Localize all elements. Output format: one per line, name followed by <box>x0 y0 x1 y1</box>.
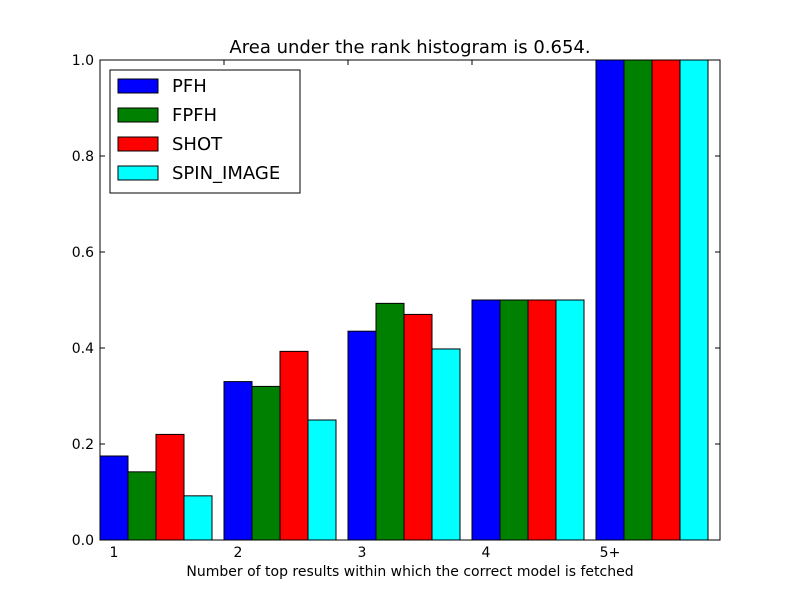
bar-fpfh-5 <box>623 59 653 541</box>
y-tick-label: 0.2 <box>72 437 94 453</box>
bar-shot-1 <box>155 433 185 541</box>
x-tick-label: 2 <box>234 545 243 561</box>
x-tick-label: 3 <box>358 545 367 561</box>
chart-title: Area under the rank histogram is 0.654. <box>229 37 590 58</box>
legend-label-pfh: PFH <box>172 76 207 97</box>
x-tick-label: 5+ <box>600 545 621 561</box>
bar-pfh-4 <box>471 299 501 541</box>
bar-shot-4 <box>527 299 557 541</box>
legend-swatch-shot <box>117 136 159 152</box>
y-tick-label: 0.4 <box>72 341 94 357</box>
x-axis-label: Number of top results within which the c… <box>186 564 633 580</box>
legend-swatch-pfh <box>117 78 159 94</box>
bar-fpfh-2 <box>251 385 281 541</box>
bar-spin-image-4 <box>555 299 585 541</box>
bar-spin-image-5 <box>679 59 709 541</box>
bar-spin-image-3 <box>431 348 461 541</box>
legend-swatch-fpfh <box>117 107 159 123</box>
bar-fpfh-1 <box>127 471 157 541</box>
y-tick-label: 0.8 <box>72 149 94 165</box>
bars-layer <box>99 59 709 541</box>
bar-shot-5 <box>651 59 681 541</box>
axes-layer: 0.0 0.2 0.4 0.6 0.8 1.0 1 2 3 4 5+ <box>72 53 721 561</box>
bar-shot-3 <box>403 313 433 541</box>
bar-pfh-5 <box>595 59 625 541</box>
legend: PFH FPFH SHOT SPIN_IMAGE <box>109 69 301 194</box>
bar-pfh-3 <box>347 330 377 541</box>
bar-shot-2 <box>279 350 309 541</box>
y-tick-label: 1.0 <box>72 53 94 69</box>
legend-label-fpfh: FPFH <box>172 105 217 126</box>
bar-spin-image-2 <box>307 419 337 541</box>
bar-pfh-2 <box>223 381 253 541</box>
y-tick-label: 0.6 <box>72 245 94 261</box>
bar-pfh-1 <box>99 455 129 541</box>
y-tick-label: 0.0 <box>72 533 94 549</box>
bar-fpfh-4 <box>499 299 529 541</box>
plot-frame <box>99 59 721 541</box>
bar-fpfh-3 <box>375 302 405 541</box>
bar-spin-image-1 <box>183 495 213 541</box>
x-tick-label: 4 <box>482 545 491 561</box>
legend-label-shot: SHOT <box>172 134 223 155</box>
legend-swatch-spin-image <box>117 165 159 181</box>
x-tick-label: 1 <box>110 545 119 561</box>
legend-label-spin-image: SPIN_IMAGE <box>172 163 280 184</box>
